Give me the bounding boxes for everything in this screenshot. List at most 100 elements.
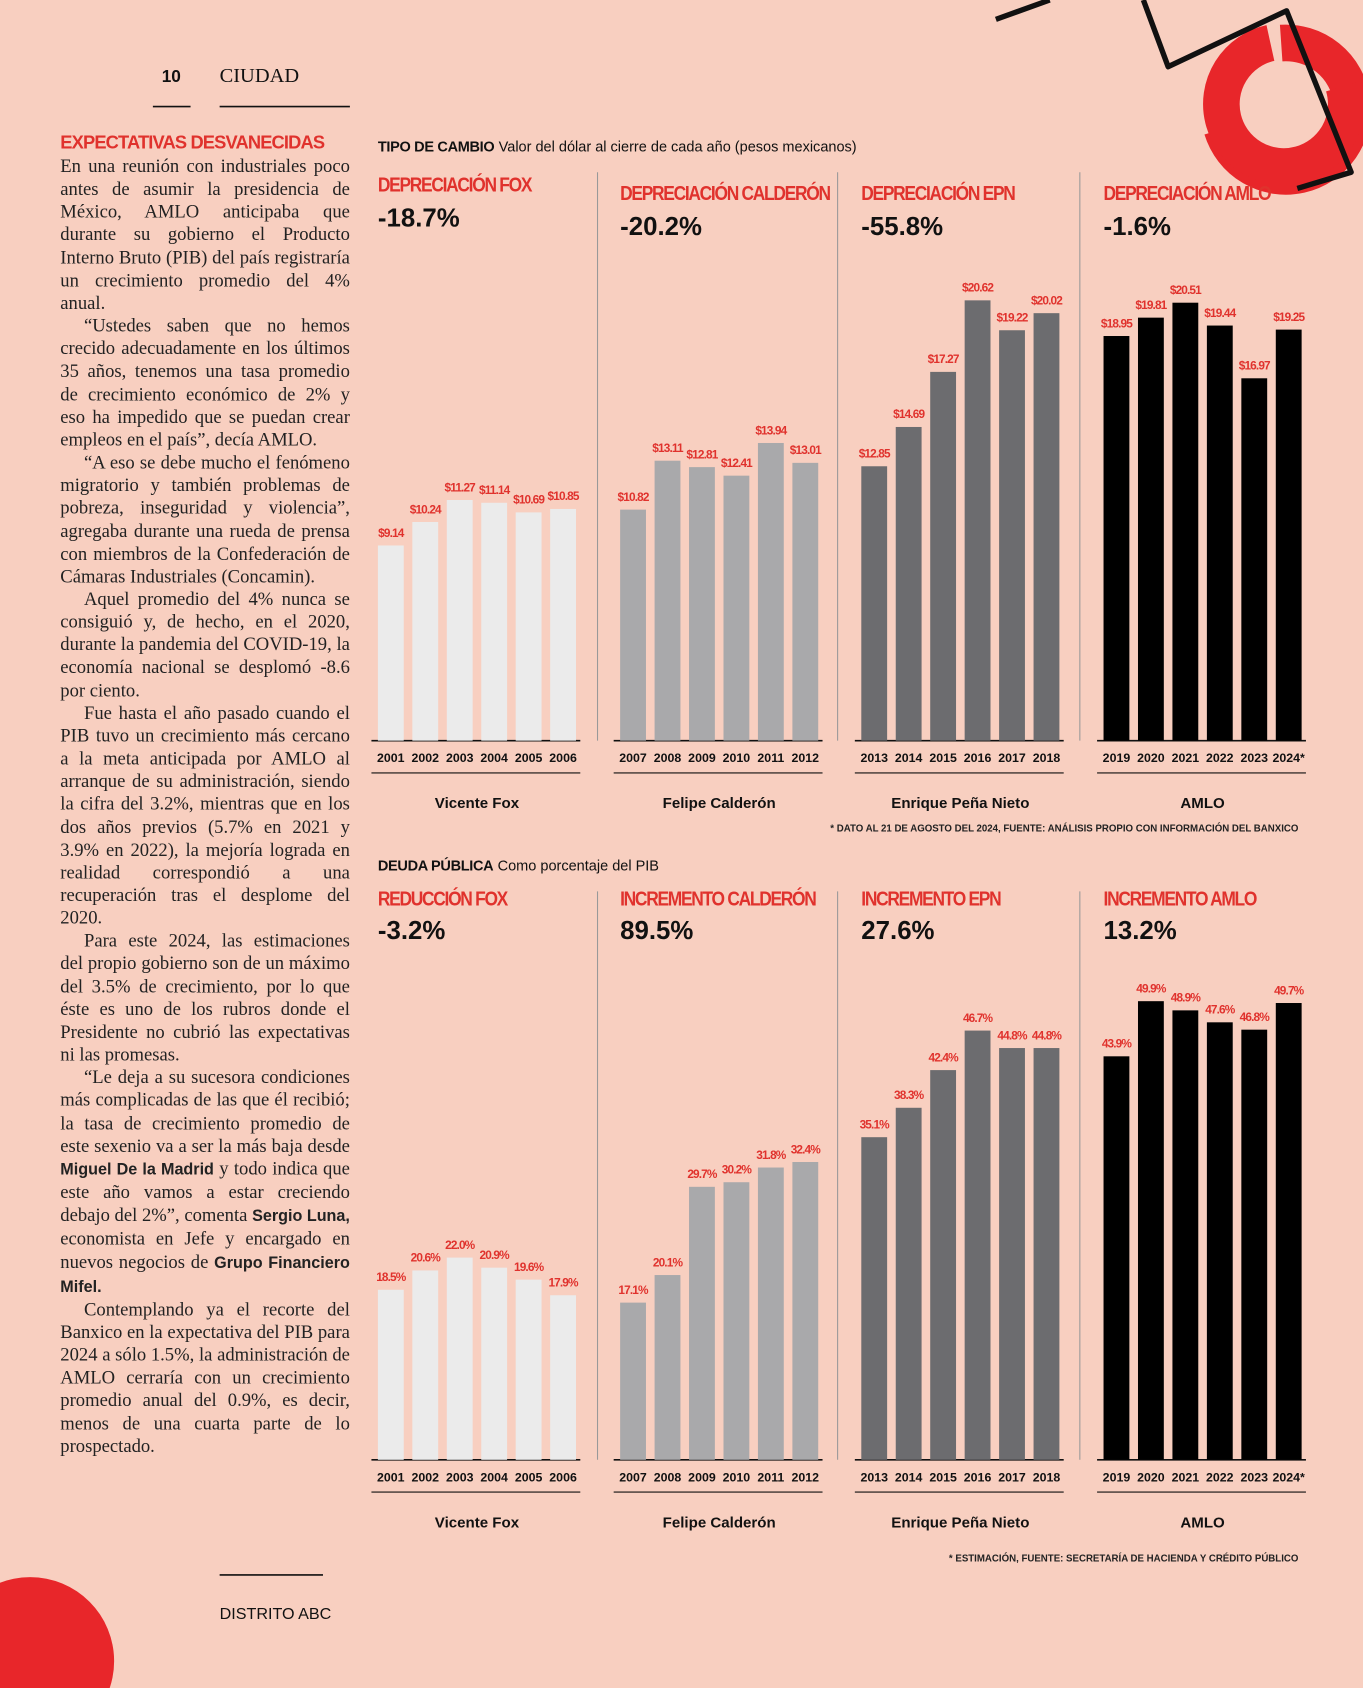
subtitle: Como porcentaje del PIB xyxy=(498,858,659,874)
x-tick-label: 2001 xyxy=(377,751,405,765)
bar xyxy=(689,467,715,741)
value-label: 42.4% xyxy=(929,1050,960,1064)
bar xyxy=(481,502,508,741)
bar xyxy=(861,1137,888,1460)
bar xyxy=(964,300,991,741)
x-tick-label: 2020 xyxy=(1137,751,1165,765)
value-label: $18.95 xyxy=(1101,316,1133,330)
x-tick-label: 2024* xyxy=(1273,751,1306,765)
paragraph: “A eso se debe mucho el fenómeno migrato… xyxy=(60,451,350,588)
value-label: 20.6% xyxy=(411,1251,442,1265)
bar xyxy=(930,371,957,741)
x-tick-label: 2020 xyxy=(1137,1470,1165,1484)
bar xyxy=(1137,317,1164,741)
bar xyxy=(1103,336,1130,741)
value-label: $19.81 xyxy=(1135,298,1167,312)
text-run: Contemplando ya el recorte del Banxico e… xyxy=(60,1299,350,1457)
x-tick-label: 2012 xyxy=(792,1470,820,1484)
x-tick-label: 2010 xyxy=(723,751,751,765)
bar xyxy=(930,1070,957,1460)
value-label: 46.7% xyxy=(963,1011,994,1025)
text-run: Aquel promedio del 4% nunca se consiguió… xyxy=(60,588,350,701)
paragraph: “Ustedes saben que no hemos crecido adec… xyxy=(60,314,350,451)
bar xyxy=(412,1270,439,1460)
bar xyxy=(792,462,819,741)
value-label: $13.94 xyxy=(755,423,787,437)
x-tick-label: 2003 xyxy=(446,1470,474,1484)
x-tick-label: 2022 xyxy=(1206,751,1234,765)
bar xyxy=(1172,1010,1199,1460)
group-annotation: 89.5% xyxy=(620,917,693,945)
value-label: 17.9% xyxy=(548,1276,579,1290)
value-label: 19.6% xyxy=(514,1260,545,1274)
x-tick-label: 2011 xyxy=(757,1470,784,1484)
group-label: DEPRECIACIÓN CALDERÓN xyxy=(620,182,830,206)
bar xyxy=(964,1030,991,1460)
value-label: 43.9% xyxy=(1102,1037,1133,1051)
x-tick-label: 2011 xyxy=(757,751,784,765)
value-label: $19.44 xyxy=(1204,306,1236,320)
bar xyxy=(1206,1022,1233,1460)
value-label: $10.85 xyxy=(548,489,580,503)
x-tick-label: 2013 xyxy=(860,1470,888,1484)
group-label: INCREMENTO AMLO xyxy=(1104,888,1257,911)
x-tick-label: 2005 xyxy=(515,751,543,765)
bar xyxy=(654,460,681,741)
bar xyxy=(446,500,473,741)
x-tick-label: 2007 xyxy=(619,751,647,765)
value-label: 20.1% xyxy=(653,1255,684,1269)
group-annotation: -18.7% xyxy=(378,204,460,232)
bar xyxy=(481,1267,508,1460)
group-label: REDUCCIÓN FOX xyxy=(378,887,509,911)
group-annotation: -20.2% xyxy=(620,213,702,241)
value-label: $14.69 xyxy=(893,407,925,421)
value-label: $12.81 xyxy=(686,447,718,461)
group-name: Vicente Fox xyxy=(435,795,520,812)
x-tick-label: 2017 xyxy=(998,1470,1026,1484)
group-name: Enrique Peña Nieto xyxy=(891,795,1029,812)
article: EXPECTATIVAS DESVANECIDAS En una reunión… xyxy=(60,131,350,1457)
value-label: $13.01 xyxy=(790,443,822,457)
bar xyxy=(1033,313,1060,741)
x-tick-label: 2015 xyxy=(929,1470,957,1484)
x-tick-label: 2023 xyxy=(1240,1470,1268,1484)
paragraph: “Le deja a su sucesora condiciones más c… xyxy=(60,1066,350,1298)
x-tick-label: 2006 xyxy=(549,1470,577,1484)
bar xyxy=(515,512,542,741)
value-label: $12.41 xyxy=(721,456,753,470)
decor-circle xyxy=(0,1577,115,1688)
footer: DISTRITO ABC xyxy=(220,1605,332,1623)
x-tick-label: 2008 xyxy=(654,1470,682,1484)
value-label: 47.6% xyxy=(1205,1003,1236,1017)
x-tick-label: 2012 xyxy=(792,751,820,765)
x-tick-label: 2006 xyxy=(549,751,577,765)
value-label: $12.85 xyxy=(859,447,891,461)
bar xyxy=(1103,1056,1130,1460)
bar xyxy=(620,1302,646,1460)
group-annotation: -1.6% xyxy=(1104,213,1172,241)
text-run: y todo indica que este año vamos a estar… xyxy=(60,1158,350,1226)
value-label: 18.5% xyxy=(376,1270,407,1284)
group-name: Felipe Calderón xyxy=(663,1514,776,1531)
value-label: 17.1% xyxy=(618,1283,649,1297)
value-label: 29.7% xyxy=(687,1167,718,1181)
value-label: $20.51 xyxy=(1170,283,1202,297)
value-label: 22.0% xyxy=(445,1238,476,1252)
text-run: economista en Jefe y encargado en nuevos… xyxy=(60,1228,350,1272)
x-tick-label: 2016 xyxy=(964,1470,992,1484)
group-label: DEPRECIACIÓN AMLO xyxy=(1104,182,1271,206)
x-tick-label: 2022 xyxy=(1206,1470,1234,1484)
paragraph: En una reunión con industriales poco ant… xyxy=(60,155,350,314)
bar xyxy=(446,1257,473,1460)
value-label: 32.4% xyxy=(791,1142,822,1156)
chart-title: TIPO DE CAMBIO Valor del dólar al cierre … xyxy=(378,139,857,155)
bar xyxy=(861,466,888,741)
bar xyxy=(999,330,1025,741)
x-tick-label: 2023 xyxy=(1240,751,1268,765)
x-tick-label: 2021 xyxy=(1172,751,1200,765)
value-label: $20.02 xyxy=(1031,293,1063,307)
group-label: INCREMENTO CALDERÓN xyxy=(620,887,816,911)
value-label: 46.8% xyxy=(1240,1010,1271,1024)
x-tick-label: 2004 xyxy=(480,751,508,765)
